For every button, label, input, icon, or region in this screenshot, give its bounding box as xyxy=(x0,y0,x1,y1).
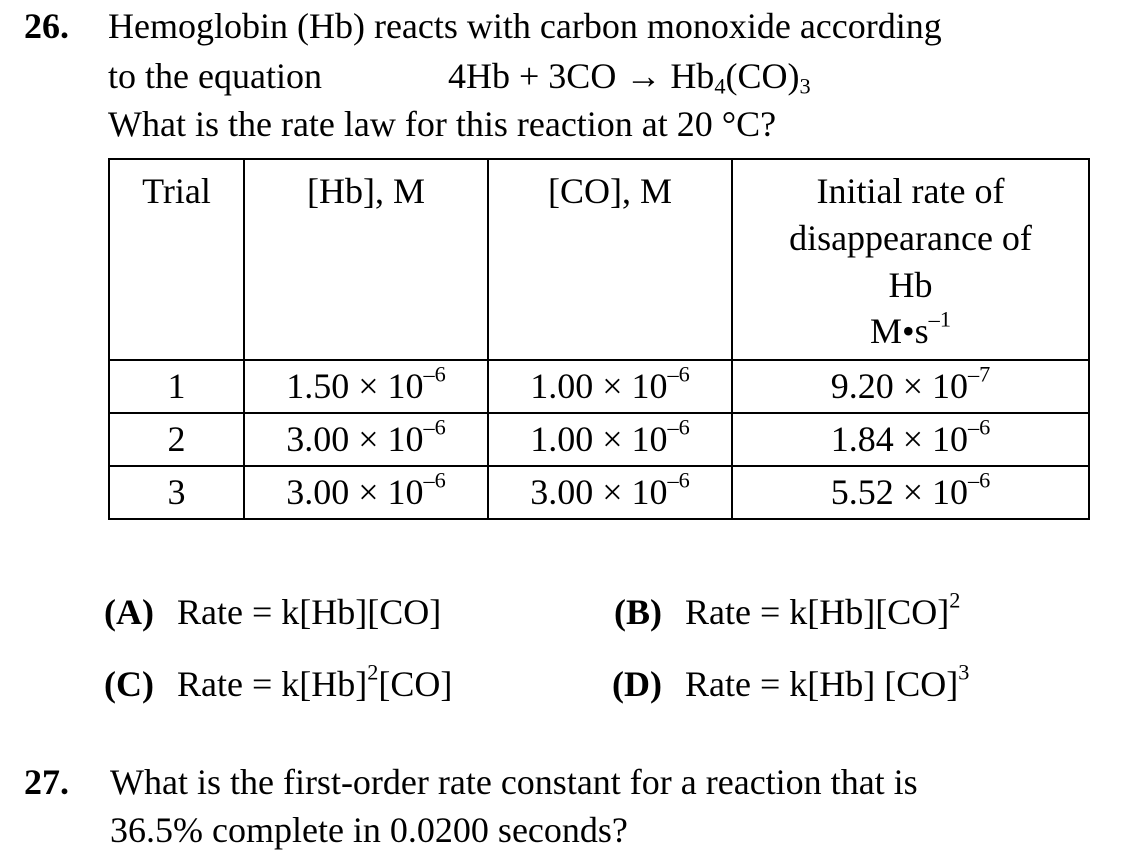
header-rate-line-2: disappearance of xyxy=(789,217,1032,258)
choice-c-text: Rate = k[Hb]2[CO] xyxy=(176,659,453,704)
choice-d-letter: (D) xyxy=(612,664,662,704)
choice-a-letter: (A) xyxy=(104,592,154,632)
table-row: 1 1.50 × 10–6 1.00 × 10–6 9.20 × 10–7 xyxy=(108,359,1090,414)
cell-co: 1.00 × 10–6 xyxy=(487,412,733,467)
question-26-line-3: What is the rate law for this reaction a… xyxy=(108,104,777,144)
table-row: 2 3.00 × 10–6 1.00 × 10–6 1.84 × 10–6 xyxy=(108,412,1090,467)
cell-hb: 1.50 × 10–6 xyxy=(243,359,489,414)
choice-b-text: Rate = k[Hb][CO]2 xyxy=(685,587,961,632)
cell-trial: 2 xyxy=(108,412,245,467)
cell-co: 1.00 × 10–6 xyxy=(487,359,733,414)
choice-c[interactable]: (C) Rate = k[Hb]2[CO] xyxy=(104,659,453,704)
cell-rate: 5.52 × 10–6 xyxy=(731,465,1090,520)
header-rate-unit: M•s–1 xyxy=(870,306,951,352)
table-header-row: Trial [Hb], M [CO], M Initial rate of di… xyxy=(108,158,1090,361)
equation-product-hb: Hb xyxy=(670,56,715,96)
equation-product-co: (CO) xyxy=(725,56,800,96)
question-26-line-1: Hemoglobin (Hb) reacts with carbon monox… xyxy=(108,6,942,46)
cell-hb: 3.00 × 10–6 xyxy=(243,465,489,520)
choice-b[interactable]: (B) Rate = k[Hb][CO]2 xyxy=(614,587,961,632)
question-26-number: 26. xyxy=(24,6,69,46)
cell-rate: 9.20 × 10–7 xyxy=(731,359,1090,414)
cell-rate: 1.84 × 10–6 xyxy=(731,412,1090,467)
header-rate-line-1: Initial rate of xyxy=(816,171,1005,211)
choice-d-text: Rate = k[Hb] [CO]3 xyxy=(684,659,970,704)
question-26-line-2: to the equation xyxy=(108,56,322,96)
question-27-number: 27. xyxy=(24,762,69,802)
header-initial-rate: Initial rate of disappearance of Hb M•s–… xyxy=(731,158,1090,361)
header-co: [CO], M xyxy=(487,158,733,361)
reaction-equation: 4Hb + 3CO → Hb4(CO)3 xyxy=(448,56,811,97)
equation-subscript-3: 3 xyxy=(799,73,811,99)
cell-co: 3.00 × 10–6 xyxy=(487,465,733,520)
equation-reactants: 4Hb + 3CO xyxy=(448,56,617,96)
equation-subscript-4: 4 xyxy=(714,73,726,99)
choice-a[interactable]: (A) Rate = k[Hb][CO] xyxy=(104,594,441,630)
choice-b-letter: (B) xyxy=(614,592,662,632)
choice-c-letter: (C) xyxy=(104,664,154,704)
choice-d[interactable]: (D) Rate = k[Hb] [CO]3 xyxy=(612,659,970,704)
rate-data-table: Trial [Hb], M [CO], M Initial rate of di… xyxy=(108,158,1090,520)
choice-a-text: Rate = k[Hb][CO] xyxy=(176,592,442,632)
header-rate-line-3: Hb xyxy=(888,264,933,305)
cell-hb: 3.00 × 10–6 xyxy=(243,412,489,467)
question-27-line-2: 36.5% complete in 0.0200 seconds? xyxy=(110,810,628,850)
cell-trial: 3 xyxy=(108,465,245,520)
equation-arrow: → xyxy=(625,56,662,96)
header-trial: Trial xyxy=(108,158,245,361)
header-hb: [Hb], M xyxy=(243,158,489,361)
question-27-line-1: What is the first-order rate constant fo… xyxy=(110,762,918,802)
cell-trial: 1 xyxy=(108,359,245,414)
table-row: 3 3.00 × 10–6 3.00 × 10–6 5.52 × 10–6 xyxy=(108,465,1090,520)
